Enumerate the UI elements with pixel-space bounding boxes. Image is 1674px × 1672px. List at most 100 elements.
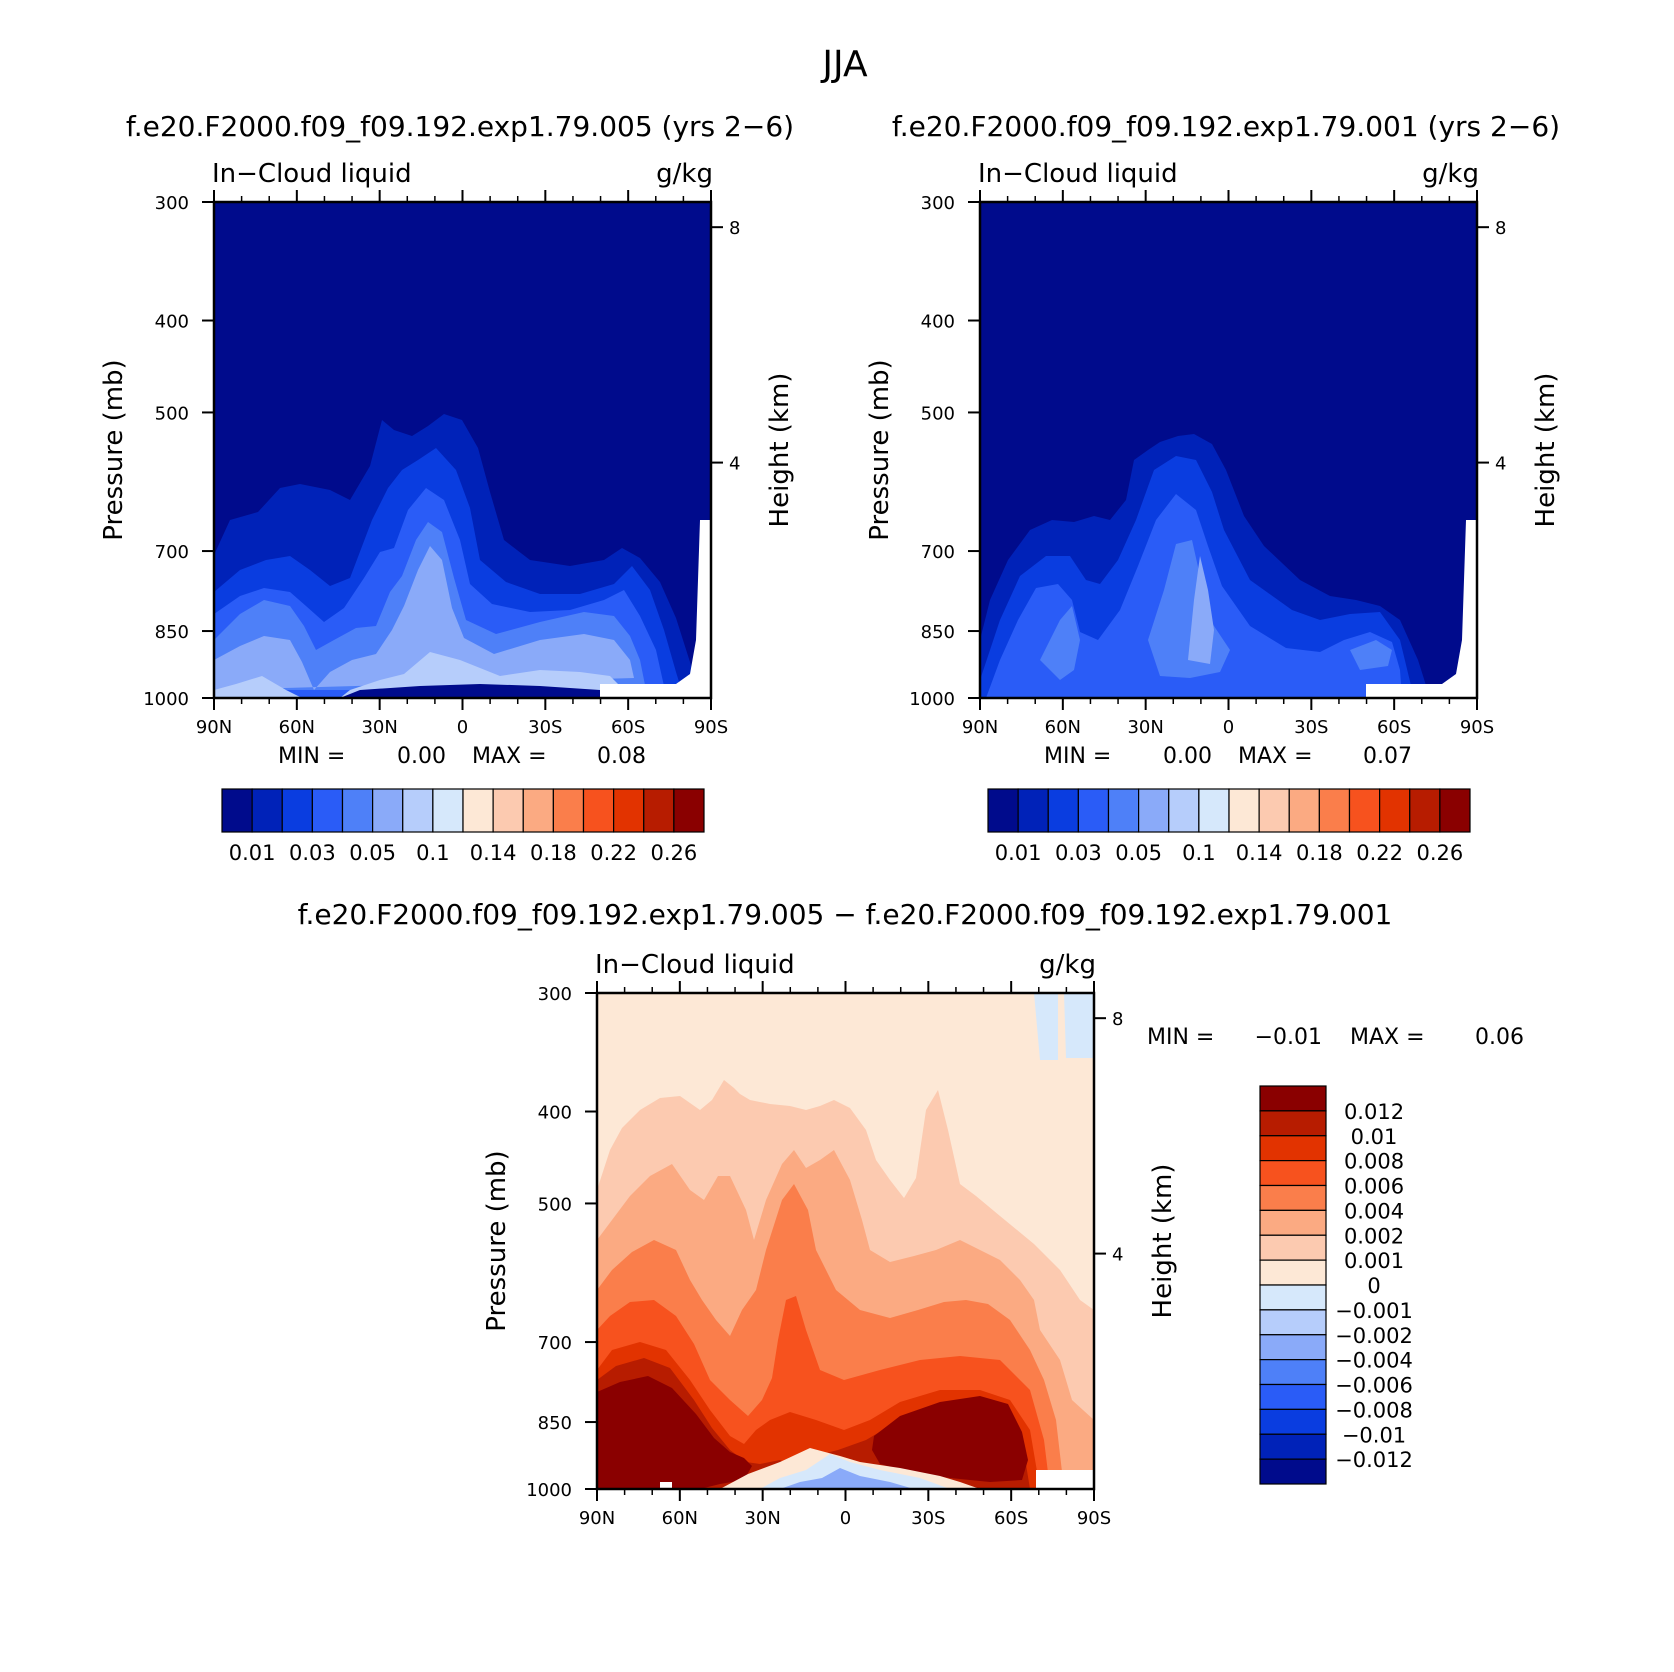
panel-diff-ylabel: Pressure (mb) bbox=[482, 1150, 512, 1331]
panel-diff-variable: In−Cloud liquid bbox=[595, 950, 795, 980]
colorbar-label: 0.002 bbox=[1344, 1224, 1404, 1248]
y-tick-label: 1000 bbox=[909, 689, 955, 710]
field-level-5 bbox=[214, 546, 634, 690]
colorbar-label: 0.01 bbox=[1351, 1125, 1398, 1149]
x-tick-label: 30N bbox=[1127, 717, 1163, 738]
panel-right-field bbox=[980, 202, 1477, 698]
x-tick-label: 60N bbox=[1045, 717, 1081, 738]
x-tick-label: 60N bbox=[662, 1508, 698, 1529]
colorbar-swatch bbox=[1259, 1284, 1327, 1311]
colorbar-swatch bbox=[432, 788, 464, 833]
field-surface-layer bbox=[340, 684, 610, 698]
y2-tick-label: 4 bbox=[1112, 1245, 1123, 1266]
panel-right-max-label: MAX = bbox=[1238, 744, 1313, 769]
panel-right-ylabel: Pressure (mb) bbox=[865, 359, 895, 540]
field-neg-top-a bbox=[1034, 993, 1058, 1060]
colorbar-swatch bbox=[311, 788, 344, 833]
colorbar-swatch bbox=[1259, 1433, 1327, 1460]
panel-diff-ticks bbox=[585, 981, 1106, 1501]
y-tick-label: 1000 bbox=[526, 1480, 572, 1501]
panel-left-max-value: 0.08 bbox=[597, 744, 646, 769]
panel-left-title: f.e20.F2000.f09_f09.192.exp1.79.005 (yrs… bbox=[126, 110, 794, 143]
colorbar-swatch bbox=[582, 788, 615, 833]
colorbar-swatch bbox=[1168, 788, 1200, 833]
panel-left-ticks bbox=[202, 190, 723, 710]
colorbar-swatch bbox=[1047, 788, 1079, 833]
colorbar-label: 0.01 bbox=[229, 841, 276, 865]
x-tick-label: 90S bbox=[694, 717, 728, 738]
panel-left-ylabel: Pressure (mb) bbox=[99, 359, 129, 540]
colorbar-swatch bbox=[613, 788, 645, 833]
y-tick-label: 1000 bbox=[143, 689, 189, 710]
colorbar-swatch bbox=[1259, 1359, 1327, 1386]
y-tick-label: 700 bbox=[538, 1333, 572, 1354]
colorbar-swatch bbox=[1259, 1259, 1327, 1286]
colorbar-label: 0.012 bbox=[1344, 1100, 1404, 1124]
panel-left-y2-tick-labels: 84 bbox=[729, 218, 740, 474]
x-tick-label: 90N bbox=[196, 717, 232, 738]
colorbar-swatch bbox=[1439, 788, 1471, 833]
colorbar-swatch bbox=[1259, 1110, 1327, 1137]
panel-left-y-tick-labels: 300 400 500 700 850 1000 bbox=[143, 193, 189, 710]
field-missing bbox=[600, 520, 711, 698]
colorbar-swatch bbox=[1259, 1135, 1327, 1162]
colorbar-label: 0.1 bbox=[416, 841, 449, 865]
colorbar-label: −0.004 bbox=[1335, 1349, 1413, 1373]
colorbar-swatch bbox=[1259, 1085, 1327, 1112]
colorbar-swatch bbox=[1017, 788, 1049, 833]
y-tick-label: 400 bbox=[155, 312, 189, 333]
colorbar-swatch bbox=[1138, 788, 1170, 833]
panel-right-y2-tick-labels: 84 bbox=[1495, 218, 1506, 474]
x-tick-label: 30N bbox=[361, 717, 397, 738]
colorbar-swatch bbox=[987, 788, 1019, 833]
colorbar-label: 0.14 bbox=[470, 841, 517, 865]
colorbar-label: −0.012 bbox=[1335, 1448, 1413, 1472]
field-level-7-south bbox=[872, 1396, 1028, 1482]
panel-diff-units: g/kg bbox=[1039, 950, 1096, 980]
colorbar-label: 0.001 bbox=[1344, 1249, 1404, 1273]
x-tick-label: 60S bbox=[1377, 717, 1411, 738]
colorbar-label: 0.18 bbox=[1296, 841, 1343, 865]
panel-right-colorbar bbox=[987, 788, 1471, 833]
field-level-4c bbox=[1350, 640, 1392, 670]
colorbar-swatch bbox=[1258, 788, 1290, 833]
colorbar-swatch bbox=[1259, 1309, 1327, 1336]
colorbar-swatch bbox=[1228, 788, 1260, 833]
y2-tick-label: 4 bbox=[1495, 454, 1506, 475]
x-tick-label: 60S bbox=[611, 717, 645, 738]
colorbar-swatch bbox=[1259, 1383, 1327, 1410]
figure-title: JJA bbox=[820, 44, 868, 85]
panel-right-variable: In−Cloud liquid bbox=[978, 159, 1178, 189]
y-tick-label: 400 bbox=[921, 312, 955, 333]
y2-tick-label: 8 bbox=[1112, 1009, 1123, 1030]
y-tick-label: 500 bbox=[921, 403, 955, 424]
y-tick-label: 850 bbox=[155, 622, 189, 643]
colorbar-swatch bbox=[251, 788, 283, 833]
field-level-6b bbox=[340, 652, 620, 698]
field-neg-surface-1 bbox=[760, 1454, 950, 1489]
y-tick-label: 500 bbox=[538, 1194, 572, 1215]
colorbar-label: 0.03 bbox=[289, 841, 336, 865]
panel-left-colorbar bbox=[221, 788, 705, 833]
panel-diff-max-value: 0.06 bbox=[1475, 1025, 1524, 1050]
field-missing bbox=[1366, 520, 1477, 698]
panel-diff-colorbar-labels: 0.0120.010.0080.0060.0040.0020.0010−0.00… bbox=[1335, 1100, 1413, 1472]
colorbar-swatch bbox=[552, 788, 585, 833]
colorbar-swatch bbox=[341, 788, 374, 833]
colorbar-label: 0.22 bbox=[590, 841, 637, 865]
colorbar-label: 0.18 bbox=[530, 841, 577, 865]
colorbar-swatch bbox=[1409, 788, 1441, 833]
panel-diff-colorbar bbox=[1259, 1085, 1327, 1485]
field-neg-surface-2 bbox=[780, 1468, 914, 1489]
panel-right-max-value: 0.07 bbox=[1363, 744, 1412, 769]
panel-right-colorbar-labels: 0.01 0.03 0.05 0.1 0.14 0.18 0.22 0.26 bbox=[995, 841, 1464, 865]
y-tick-label: 700 bbox=[921, 542, 955, 563]
colorbar-swatch bbox=[1348, 788, 1381, 833]
colorbar-swatch bbox=[1288, 788, 1320, 833]
field-level-5 bbox=[1188, 556, 1214, 664]
panel-right-x-tick-labels: 90N 60N 30N 0 30S 60S 90S bbox=[962, 717, 1494, 738]
field-missing-north bbox=[660, 1482, 672, 1489]
panel-right-y2label: Height (km) bbox=[1531, 373, 1561, 528]
field-level-6 bbox=[214, 676, 302, 698]
